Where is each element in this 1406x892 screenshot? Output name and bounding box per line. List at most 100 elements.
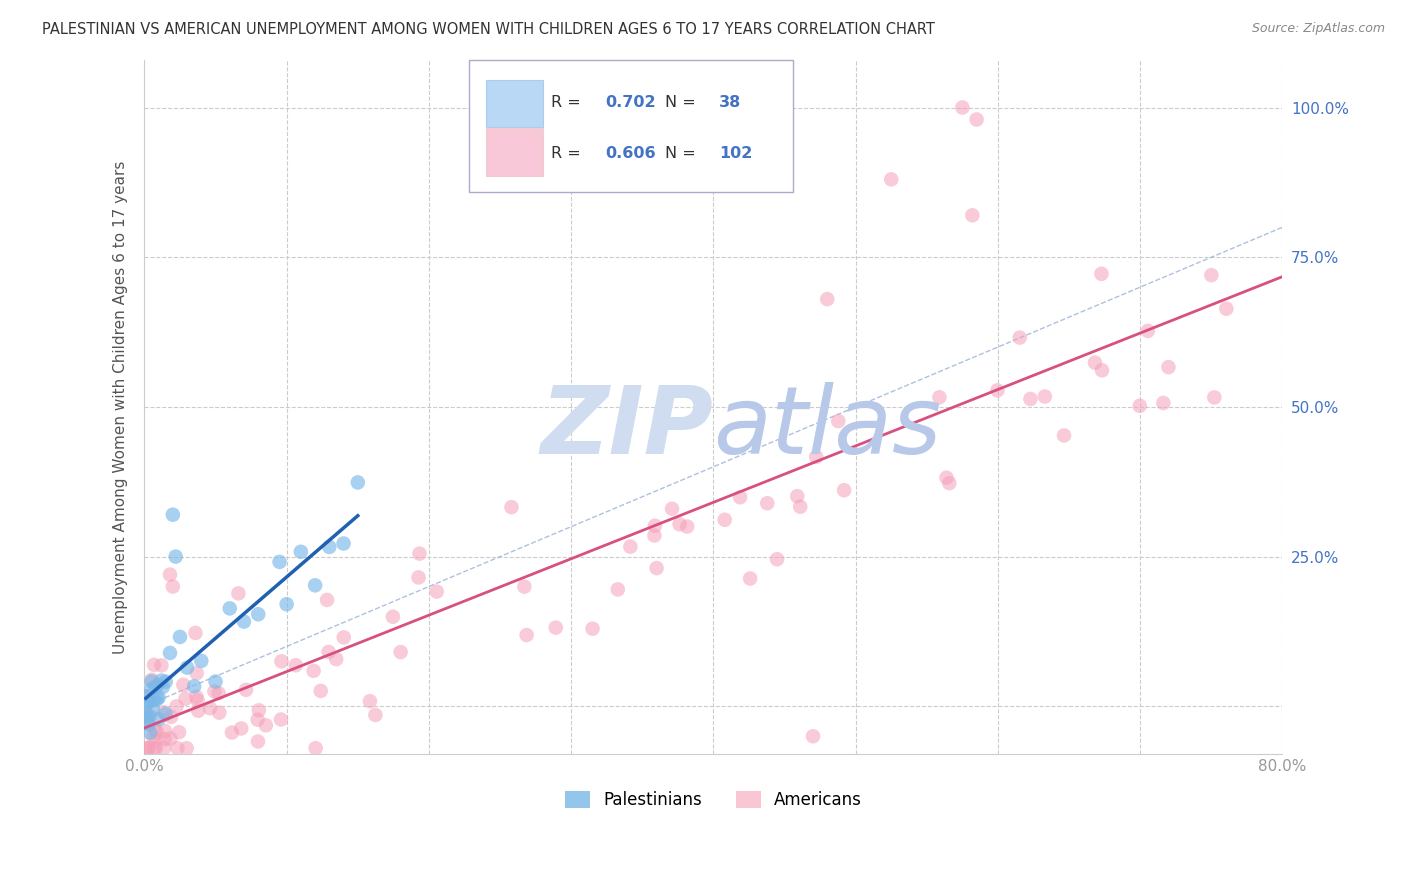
Point [208,706,231,720]
Point [316,593,339,607]
Point [1201,268,1223,282]
Point [643,528,665,542]
Point [228,586,250,600]
Point [740,572,762,586]
Point [332,631,354,645]
Point [139,708,162,723]
Point [146,678,169,692]
Point [645,561,668,575]
Point [153,732,176,747]
Point [290,545,312,559]
Point [159,731,181,746]
Point [148,712,170,726]
Point [150,658,173,673]
Text: Source: ZipAtlas.com: Source: ZipAtlas.com [1251,22,1385,36]
Point [270,713,292,727]
Point [135,711,157,725]
Point [986,384,1008,398]
Point [1084,356,1107,370]
Point [1008,330,1031,344]
Point [1152,396,1174,410]
Point [155,674,177,689]
Point [152,680,174,694]
Point [136,696,159,710]
Point [218,601,240,615]
Point [142,703,165,717]
Point [501,500,523,515]
Point [880,172,903,186]
Point [159,567,181,582]
Point [766,552,789,566]
Point [136,690,159,704]
Point [644,518,666,533]
Point [141,674,163,689]
Point [606,582,628,597]
Point [186,690,208,704]
Point [966,112,988,127]
Point [143,723,166,737]
Text: R =: R = [551,146,585,161]
Point [346,475,368,490]
Point [1136,324,1159,338]
Point [516,628,538,642]
Point [231,722,253,736]
Point [235,682,257,697]
Point [153,706,176,720]
Point [150,673,173,688]
Point [928,390,950,404]
Point [135,706,157,721]
Point [143,693,166,707]
Point [304,578,326,592]
Point [318,540,340,554]
Point [544,621,567,635]
Point [233,615,256,629]
Point [166,699,188,714]
Point [325,652,347,666]
Point [806,450,828,464]
Point [276,597,298,611]
Y-axis label: Unemployment Among Women with Children Ages 6 to 17 years: Unemployment Among Women with Children A… [114,161,128,654]
Point [513,580,536,594]
Point [364,708,387,723]
Point [145,680,167,694]
Point [204,684,226,698]
Point [1215,301,1237,316]
Point [619,540,641,554]
Point [389,645,412,659]
Point [138,717,160,731]
Point [174,691,197,706]
Point [1033,390,1056,404]
Point [208,686,231,700]
Point [187,704,209,718]
Point [184,626,207,640]
Point [139,694,162,708]
Point [221,725,243,739]
Point [270,654,292,668]
Point [801,729,824,743]
Point [167,725,190,739]
Point [143,741,166,756]
Point [302,664,325,678]
Text: 102: 102 [718,146,752,161]
Point [318,645,340,659]
Point [247,703,270,717]
Legend: Palestinians, Americans: Palestinians, Americans [558,784,869,815]
Point [728,490,751,504]
Point [713,513,735,527]
Point [381,609,404,624]
Point [153,741,176,756]
Point [1090,267,1112,281]
Text: atlas: atlas [713,383,942,474]
Point [359,694,381,708]
Point [138,709,160,723]
Point [950,101,973,115]
Point [153,723,176,738]
Point [254,718,277,732]
FancyBboxPatch shape [486,128,543,176]
Point [246,734,269,748]
Point [827,414,849,428]
Point [789,500,811,514]
Text: 38: 38 [718,95,741,111]
Point [145,741,167,756]
Point [269,555,291,569]
